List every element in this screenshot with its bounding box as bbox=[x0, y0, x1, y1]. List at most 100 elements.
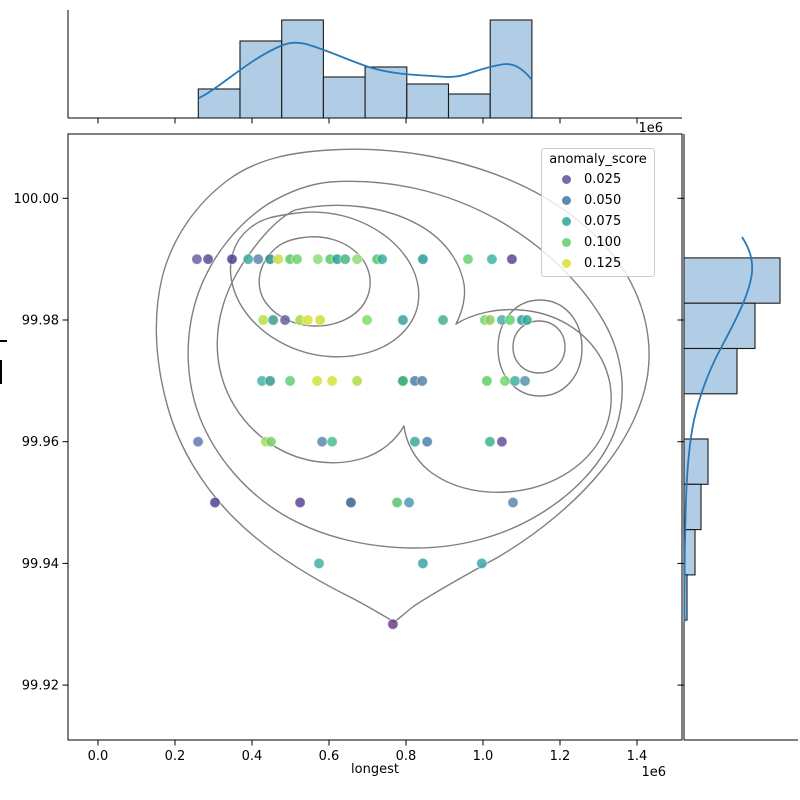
scatter-point bbox=[403, 496, 415, 509]
top-histogram-bar bbox=[489, 19, 533, 119]
kde-contour-line bbox=[258, 236, 371, 327]
scatter-point bbox=[326, 436, 338, 448]
right-kde-curve bbox=[683, 236, 754, 622]
scatter-point bbox=[476, 557, 488, 570]
x-tick-label: 1.0 bbox=[473, 749, 494, 764]
legend-label: 0.025 bbox=[584, 172, 622, 187]
scatter-point bbox=[209, 496, 221, 509]
scatter-point bbox=[409, 436, 421, 448]
top-histogram-bar bbox=[239, 40, 283, 119]
x-tick-label: 0.2 bbox=[165, 749, 186, 764]
legend: anomaly_score 0.025 0.050 0.075 0.100 0.… bbox=[541, 148, 655, 277]
scatter-point bbox=[267, 314, 279, 326]
scatter-point bbox=[484, 314, 496, 326]
x-tick-label: 0.6 bbox=[319, 749, 340, 764]
scatter-point bbox=[421, 436, 433, 448]
scatter-point bbox=[191, 253, 203, 265]
top-axis-offset-label: 1e6 bbox=[638, 121, 663, 136]
scatter-point bbox=[202, 253, 214, 265]
scatter-point bbox=[312, 253, 324, 265]
top-marginal-ticks bbox=[97, 118, 638, 124]
scatter-point bbox=[519, 375, 531, 387]
x-tick-label: 0.0 bbox=[88, 749, 109, 764]
scatter-point bbox=[387, 618, 399, 630]
main-axes-frame bbox=[67, 133, 683, 741]
right-marginal-axes bbox=[677, 134, 798, 741]
y-tick-label: 99.98 bbox=[22, 314, 59, 329]
scatter-point bbox=[291, 253, 303, 265]
scatter-point bbox=[481, 375, 493, 387]
scatter-point bbox=[339, 253, 351, 265]
scatter-point bbox=[462, 253, 474, 265]
scatter-point bbox=[504, 314, 516, 326]
scatter-point bbox=[313, 557, 325, 570]
scatter-point bbox=[361, 314, 373, 326]
scatter-point bbox=[265, 436, 277, 448]
scatter-point bbox=[226, 253, 238, 265]
scatter-point bbox=[509, 375, 521, 387]
y-tick-label: 99.92 bbox=[22, 679, 59, 694]
right-histogram-bar bbox=[683, 257, 781, 304]
scatter-point bbox=[252, 253, 264, 265]
main-axes: 0.0 0.2 0.4 0.6 0.8 1.0 1.2 1.4 100.00 99.98 99.96… bbox=[0, 133, 683, 780]
top-histogram-bar bbox=[197, 88, 241, 119]
legend-entry: 0.125 bbox=[548, 253, 648, 274]
kde-contour-line bbox=[497, 299, 583, 397]
scatter-points bbox=[191, 253, 533, 630]
top-histogram-bar bbox=[447, 93, 491, 119]
scatter-point bbox=[397, 314, 409, 326]
top-kde-curve bbox=[198, 41, 533, 99]
top-histogram-bar bbox=[322, 76, 366, 119]
scatter-point bbox=[506, 253, 518, 265]
kde-contour-line bbox=[216, 204, 612, 494]
legend-label: 0.100 bbox=[584, 235, 622, 250]
x-tick-label: 1.4 bbox=[627, 749, 648, 764]
legend-dot-0100 bbox=[562, 238, 571, 247]
scatter-point bbox=[437, 314, 449, 326]
legend-entry: 0.075 bbox=[548, 211, 648, 232]
main-axes-tick-labels: 0.0 0.2 0.4 0.6 0.8 1.0 1.2 1.4 100.00 99.98 99.96… bbox=[14, 192, 648, 764]
top-histogram-bar bbox=[281, 19, 324, 119]
scatter-point bbox=[316, 436, 328, 448]
legend-dot-0125 bbox=[562, 259, 571, 268]
y-tick-label: 100.00 bbox=[14, 192, 60, 207]
scatter-point bbox=[499, 375, 511, 387]
x-axis-offset-label: 1e6 bbox=[641, 765, 666, 780]
legend-entry: 0.050 bbox=[548, 190, 648, 211]
kde-contour-line bbox=[229, 211, 420, 358]
scatter-point bbox=[279, 314, 291, 326]
right-marginal-ticks bbox=[677, 197, 684, 686]
scatter-point bbox=[264, 375, 276, 387]
scatter-point bbox=[326, 375, 338, 387]
kde-contour-line bbox=[512, 320, 566, 374]
scatter-point bbox=[397, 375, 409, 387]
y-tick-label: 99.94 bbox=[22, 557, 59, 572]
scatter-point bbox=[417, 253, 429, 265]
legend-entry: 0.025 bbox=[548, 169, 648, 190]
x-tick-label: 0.4 bbox=[242, 749, 263, 764]
scatter-point bbox=[345, 496, 357, 509]
legend-label: 0.075 bbox=[584, 214, 622, 229]
legend-dot-0075 bbox=[562, 217, 571, 226]
y-axis-label-clipped bbox=[0, 340, 7, 384]
scatter-point bbox=[417, 557, 429, 570]
scatter-point bbox=[311, 375, 323, 387]
scatter-point bbox=[484, 436, 496, 448]
scatter-point bbox=[351, 253, 363, 265]
right-histogram-bars bbox=[683, 257, 781, 621]
scatter-point bbox=[496, 436, 508, 448]
scatter-point bbox=[294, 496, 306, 509]
legend-dot-0025 bbox=[562, 175, 571, 184]
legend-label: 0.050 bbox=[584, 193, 622, 208]
x-tick-label: 1.2 bbox=[550, 749, 571, 764]
scatter-point bbox=[272, 253, 284, 265]
scatter-point bbox=[284, 375, 296, 387]
main-axes-ticks bbox=[62, 197, 638, 746]
scatter-point bbox=[376, 253, 388, 265]
x-axis-label: longest bbox=[351, 762, 399, 777]
scatter-point bbox=[391, 496, 403, 509]
legend-dot-0050 bbox=[562, 196, 571, 205]
scatter-point bbox=[192, 436, 204, 448]
